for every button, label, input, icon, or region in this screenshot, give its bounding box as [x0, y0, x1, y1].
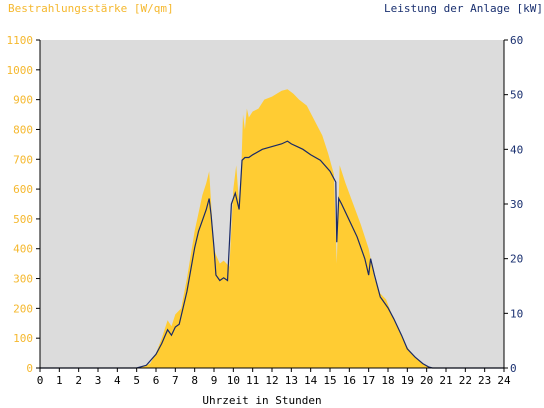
irradiance-area	[40, 89, 504, 368]
x-tick-label: 14	[304, 374, 318, 387]
x-tick-label: 18	[381, 374, 394, 387]
x-tick-label: 9	[211, 374, 218, 387]
y-left-tick-label: 100	[13, 332, 33, 345]
x-tick-label: 5	[133, 374, 140, 387]
x-tick-label: 4	[114, 374, 121, 387]
x-tick-label: 11	[246, 374, 259, 387]
x-axis-label: Uhrzeit in Stunden	[202, 394, 321, 407]
y-left-tick-label: 400	[13, 243, 33, 256]
y-right-tick-label: 50	[510, 89, 523, 102]
y-left-tick-label: 800	[13, 123, 33, 136]
x-tick-label: 1	[56, 374, 63, 387]
y-left-tick-label: 1000	[7, 64, 34, 77]
power-line	[40, 140, 504, 369]
x-tick-label: 7	[172, 374, 179, 387]
x-tick-label: 22	[459, 374, 472, 387]
x-tick-label: 24	[497, 374, 511, 387]
y-left-tick-label: 700	[13, 153, 33, 166]
y-right-tick-label: 30	[510, 198, 523, 211]
y-right-tick-label: 10	[510, 307, 523, 320]
y-left-tick-label: 0	[26, 362, 33, 375]
y-right-tick-label: 60	[510, 34, 523, 47]
x-tick-label: 16	[343, 374, 356, 387]
x-tick-label: 20	[420, 374, 433, 387]
x-tick-label: 21	[439, 374, 452, 387]
x-tick-label: 13	[285, 374, 298, 387]
y-left-tick-label: 1100	[7, 34, 34, 47]
y-left-tick-label: 900	[13, 94, 33, 107]
y-right-tick-label: 20	[510, 253, 523, 266]
y-left-tick-label: 500	[13, 213, 33, 226]
x-tick-label: 6	[153, 374, 160, 387]
x-tick-label: 12	[265, 374, 278, 387]
x-tick-label: 15	[323, 374, 336, 387]
x-tick-label: 23	[478, 374, 491, 387]
y-left-tick-label: 200	[13, 302, 33, 315]
x-tick-label: 10	[227, 374, 240, 387]
x-tick-label: 0	[37, 374, 44, 387]
y-left-tick-label: 300	[13, 273, 33, 286]
x-tick-label: 19	[401, 374, 414, 387]
y-right-tick-label: 40	[510, 143, 523, 156]
x-tick-label: 8	[191, 374, 198, 387]
left-axis-title: Bestrahlungsstärke [W/qm]	[8, 2, 174, 15]
x-tick-label: 2	[75, 374, 82, 387]
right-axis-title: Leistung der Anlage [kW]	[384, 2, 543, 15]
y-left-tick-label: 600	[13, 183, 33, 196]
x-tick-label: 17	[362, 374, 375, 387]
y-right-tick-label: 0	[510, 362, 517, 375]
x-tick-label: 3	[95, 374, 102, 387]
